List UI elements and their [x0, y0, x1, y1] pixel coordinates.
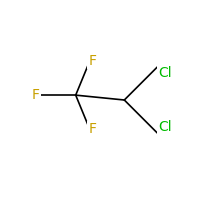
Text: F: F: [89, 122, 97, 136]
Text: F: F: [89, 54, 97, 68]
Text: Cl: Cl: [158, 120, 172, 134]
Text: Cl: Cl: [158, 66, 172, 80]
Text: F: F: [31, 88, 39, 102]
